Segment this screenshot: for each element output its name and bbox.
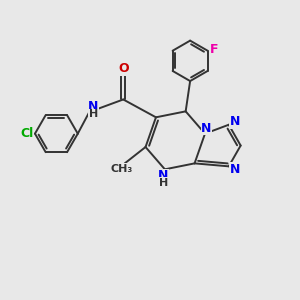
Text: Cl: Cl: [20, 127, 33, 140]
Text: H: H: [89, 109, 98, 119]
Text: N: N: [230, 115, 240, 128]
Text: CH₃: CH₃: [110, 164, 132, 174]
Text: H: H: [159, 178, 168, 188]
Text: O: O: [118, 62, 129, 75]
Text: N: N: [230, 163, 240, 176]
Text: N: N: [201, 122, 212, 135]
Text: N: N: [88, 100, 99, 113]
Text: N: N: [158, 169, 169, 182]
Text: F: F: [210, 43, 218, 56]
